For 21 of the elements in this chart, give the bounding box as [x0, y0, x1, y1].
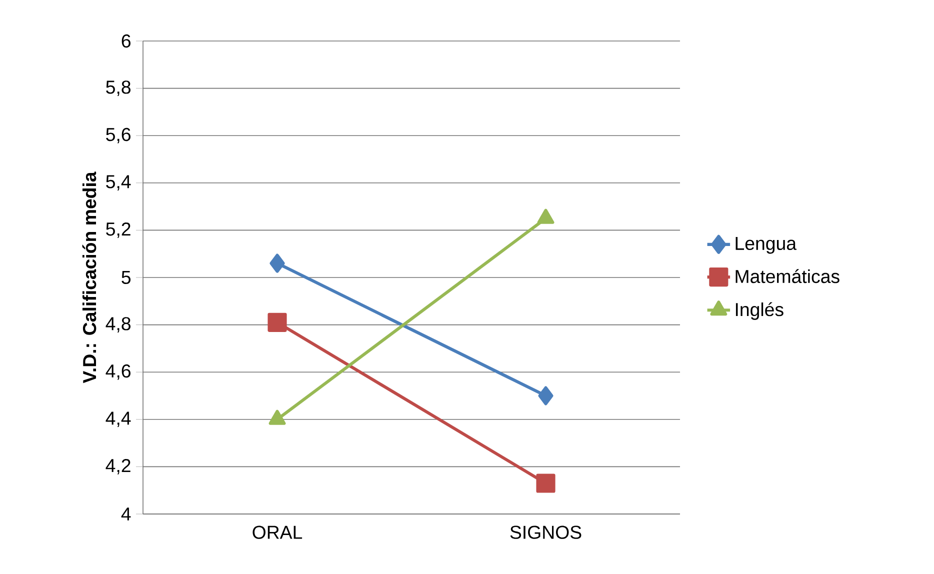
- point: [536, 474, 556, 493]
- point: [268, 312, 287, 332]
- y-tick-label: 5: [122, 270, 131, 284]
- legend-label: Lengua: [736, 237, 797, 254]
- y-tick-label: 4,8: [106, 317, 130, 333]
- x-tick-label: ORAL: [252, 526, 302, 539]
- y-tick-label: 5,6: [106, 128, 130, 144]
- y-tick-label: 4,6: [106, 364, 130, 380]
- point: [538, 386, 554, 406]
- y-tick-label: 5,8: [106, 80, 130, 96]
- y-axis-title: V.D.: Calificación media: [82, 172, 96, 384]
- y-tick-label: 4,4: [106, 412, 131, 428]
- legend-label: Inglés: [736, 302, 784, 320]
- point: [270, 254, 285, 273]
- y-tick-label: 5,2: [106, 222, 130, 238]
- y-tick-label: 6: [122, 34, 130, 48]
- y-tick-label: 4,2: [106, 458, 130, 474]
- x-tick-label: SIGNOS: [510, 526, 582, 539]
- y-tick-label: 4: [121, 508, 131, 520]
- y-tick-label: 5,4: [106, 175, 131, 191]
- legend-label: Matemáticas: [736, 269, 840, 284]
